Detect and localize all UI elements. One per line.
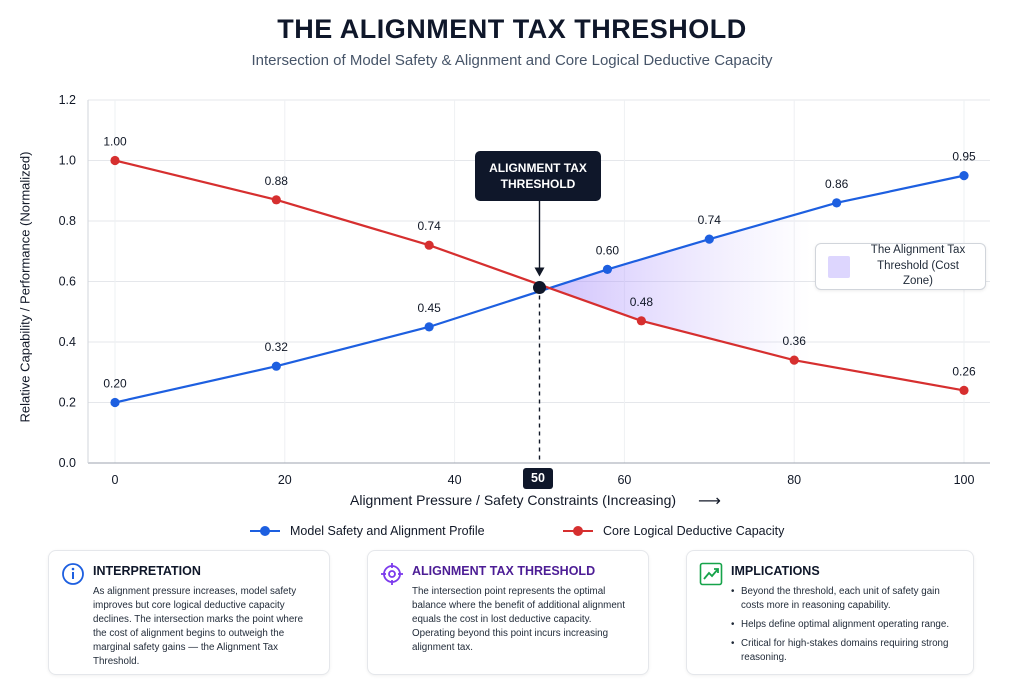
safety-data-label: 0.86	[825, 177, 849, 191]
callout-arrow-head	[534, 267, 545, 277]
y-tick-label: 0.4	[59, 335, 76, 349]
implications-title: IMPLICATIONS	[731, 564, 820, 578]
threshold-card-text: The intersection point represents the op…	[412, 586, 625, 653]
intersection-x-tick: 50	[523, 468, 553, 489]
capacity-point	[959, 385, 969, 395]
chart-title: THE ALIGNMENT TAX THRESHOLD	[277, 14, 747, 44]
implication-item: Helps define optimal alignment operating…	[731, 618, 961, 632]
legend-item-capacity: Core Logical Deductive Capacity	[563, 524, 784, 538]
implications-card: IMPLICATIONS Beyond the threshold, each …	[686, 550, 974, 675]
cost-zone-area	[539, 210, 812, 364]
implication-item: Beyond the threshold, each unit of safet…	[731, 585, 961, 613]
capacity-point	[424, 240, 434, 250]
threshold-card-title: ALIGNMENT TAX THRESHOLD	[412, 564, 596, 578]
threshold-callout: ALIGNMENT TAX THRESHOLD	[475, 151, 601, 201]
x-tick-label: 60	[617, 473, 631, 487]
trend-chart-icon	[699, 562, 723, 586]
implication-item: Critical for high-stakes domains requiri…	[731, 637, 961, 665]
y-tick-label: 0.8	[59, 214, 76, 228]
y-tick-label: 1.0	[59, 154, 76, 168]
safety-point	[271, 361, 281, 371]
interpretation-card: INTERPRETATION As alignment pressure inc…	[48, 550, 330, 675]
alignment-tax-chart: 0.0 0.2 0.4 0.6 0.8 1.0 1.2 0 20 40 60 80 100 0.20 0.…	[59, 93, 990, 487]
x-axis-label: Alignment Pressure / Safety Constraints …	[350, 492, 677, 508]
capacity-point	[789, 355, 799, 365]
safety-data-label: 0.74	[698, 213, 722, 227]
y-axis-label: Relative Capability / Performance (Norma…	[17, 151, 33, 423]
capacity-data-label: 1.00	[103, 135, 127, 149]
y-tick-label: 1.2	[59, 93, 76, 107]
capacity-point	[110, 155, 120, 166]
info-icon	[62, 563, 84, 585]
x-axis-arrow: ⟶	[698, 493, 721, 510]
safety-point	[832, 198, 842, 208]
safety-data-label: 0.45	[417, 301, 441, 315]
legend-label-safety: Model Safety and Alignment Profile	[290, 524, 485, 538]
x-tick-label: 100	[954, 473, 975, 487]
x-tick-label: 80	[787, 473, 801, 487]
safety-point	[424, 322, 434, 332]
capacity-point	[271, 195, 281, 205]
cost-zone-legend: The Alignment Tax Threshold (Cost Zone)	[815, 243, 986, 290]
target-icon	[381, 563, 403, 585]
capacity-data-label: 0.48	[630, 295, 654, 309]
y-tick-label: 0.0	[59, 456, 76, 470]
legend-item-safety: Model Safety and Alignment Profile	[250, 524, 485, 538]
safety-point	[704, 234, 714, 244]
chart-subtitle: Intersection of Model Safety & Alignment…	[251, 52, 773, 69]
intersection-point	[533, 281, 546, 295]
legend-swatch-safety	[250, 526, 280, 536]
x-tick-label: 40	[448, 473, 462, 487]
safety-point	[959, 171, 969, 181]
interpretation-text: As alignment pressure increases, model s…	[93, 586, 304, 667]
y-tick-label: 0.6	[59, 275, 76, 289]
cost-zone-label: The Alignment Tax Threshold (Cost Zone)	[870, 244, 966, 288]
y-tick-label: 0.2	[59, 396, 76, 410]
capacity-data-label: 0.74	[417, 219, 441, 233]
interpretation-title: INTERPRETATION	[93, 564, 201, 578]
implications-list: Beyond the threshold, each unit of safet…	[731, 585, 961, 670]
x-tick-label: 0	[112, 473, 119, 487]
safety-data-label: 0.95	[952, 150, 976, 164]
x-tick-label: 20	[278, 473, 292, 487]
safety-point	[602, 264, 613, 274]
capacity-data-label: 0.36	[783, 334, 807, 348]
capacity-data-label: 0.26	[952, 364, 976, 378]
safety-data-label: 0.20	[103, 377, 127, 391]
legend-swatch-capacity	[563, 526, 593, 536]
capacity-data-label: 0.88	[265, 174, 289, 188]
threshold-card: ALIGNMENT TAX THRESHOLD The intersection…	[367, 550, 649, 675]
safety-point	[110, 397, 120, 408]
safety-data-label: 0.60	[596, 243, 620, 257]
safety-data-label: 0.32	[265, 340, 289, 354]
legend-label-capacity: Core Logical Deductive Capacity	[603, 524, 785, 538]
capacity-point	[636, 316, 646, 326]
cost-zone-swatch	[828, 255, 850, 278]
